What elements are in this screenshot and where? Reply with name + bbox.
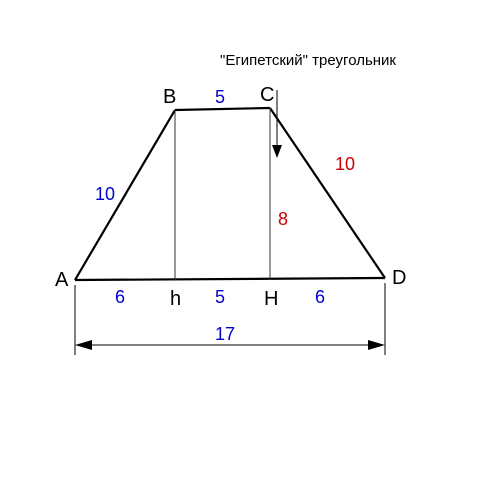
label-CH: 8 — [278, 209, 288, 229]
label-AD: 17 — [215, 324, 235, 344]
edge-AB — [75, 110, 175, 280]
edge-CD — [270, 108, 385, 278]
label-HD: 6 — [315, 287, 325, 307]
edge-BC — [175, 108, 270, 110]
vertex-D: D — [392, 267, 406, 289]
label-BC: 5 — [215, 87, 225, 107]
geometry-diagram: "Египетский" треугольник A B C D h H 10 … — [0, 0, 500, 500]
dim-arrow-right — [368, 340, 385, 350]
vertex-C: C — [260, 84, 274, 106]
title-arrow-head — [272, 145, 282, 158]
vertex-A: A — [55, 269, 69, 291]
label-AB: 10 — [95, 184, 115, 204]
title-text: "Египетский" треугольник — [220, 52, 396, 69]
label-CD: 10 — [335, 154, 355, 174]
label-Ah: 6 — [115, 287, 125, 307]
vertex-B: B — [163, 86, 176, 108]
label-hH: 5 — [215, 287, 225, 307]
vertex-H: H — [264, 288, 278, 310]
dim-arrow-left — [75, 340, 92, 350]
edge-DA — [75, 278, 385, 280]
vertex-h: h — [170, 288, 181, 310]
